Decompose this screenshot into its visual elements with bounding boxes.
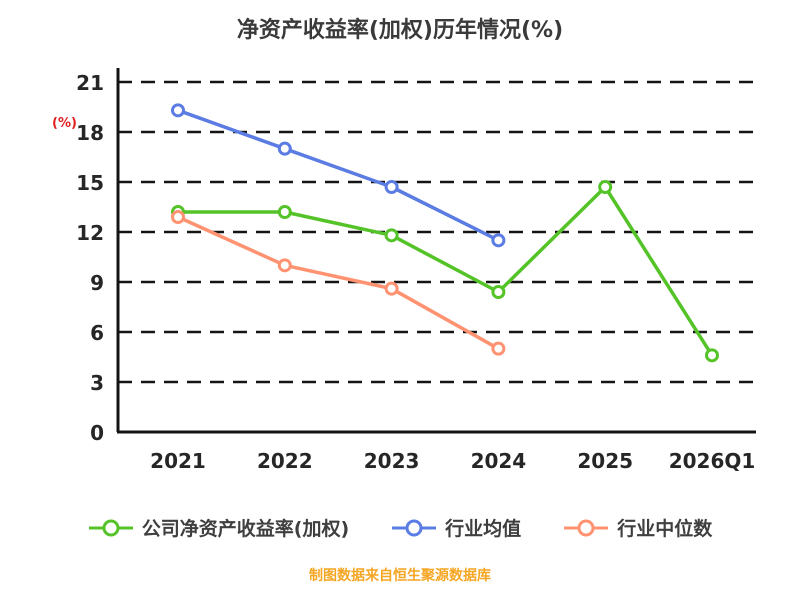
series-line-1: [177, 108, 500, 242]
data-point-marker: [491, 341, 506, 356]
y-axis-unit-label: (%): [52, 116, 77, 131]
legend-item-industry-median[interactable]: 行业中位数: [563, 514, 712, 541]
legend-item-industry-avg[interactable]: 行业均值: [391, 514, 521, 541]
series-line-2: [177, 215, 500, 351]
y-tick-label: 18: [76, 121, 104, 145]
legend-marker-industry-avg-icon: [392, 519, 437, 536]
data-point-marker: [384, 180, 399, 194]
data-point-marker: [277, 205, 292, 219]
data-point-marker: [171, 103, 185, 118]
x-tick-label: 2021: [150, 449, 206, 473]
data-point-marker: [384, 281, 399, 296]
legend: 公司净资产收益率(加权) 行业均值 行业中位数: [0, 514, 800, 541]
x-tick-label: 2023: [364, 449, 420, 473]
y-tick-label: 21: [76, 71, 104, 95]
legend-item-company[interactable]: 公司净资产收益率(加权): [88, 514, 349, 541]
data-point-marker: [277, 141, 292, 156]
data-point-marker: [491, 233, 506, 248]
y-tick-label: 15: [76, 171, 104, 195]
data-point-marker: [598, 180, 613, 194]
chart-plot-area: 0 3 6 9 12 15 18 21 2021 2022 2023 2024 2025 2026Q1: [76, 68, 756, 473]
legend-marker-company-icon: [88, 519, 133, 536]
x-tick-label: 2025: [577, 449, 633, 473]
data-point-marker: [171, 210, 185, 224]
y-tick-label: 6: [90, 321, 104, 345]
chart-title: 净资产收益率(加权)历年情况(%): [236, 18, 564, 43]
data-point-marker: [277, 258, 292, 273]
y-tick-label: 3: [90, 371, 104, 395]
data-source-note: 制图数据来自恒生聚源数据库: [309, 568, 491, 584]
x-tick-label: 2022: [257, 449, 313, 473]
legend-label-company: 公司净资产收益率(加权): [141, 518, 350, 540]
y-tick-label: 0: [90, 421, 104, 445]
x-tick-label: 2026Q1: [669, 449, 756, 473]
data-point-marker: [705, 348, 719, 363]
data-point-marker: [491, 285, 506, 299]
legend-marker-industry-median-icon: [564, 519, 609, 536]
y-tick-label: 9: [90, 271, 104, 295]
series-line-0: [178, 185, 714, 357]
legend-label-industry-avg: 行业均值: [445, 518, 522, 540]
legend-label-industry-median: 行业中位数: [617, 518, 713, 540]
x-tick-label: 2024: [471, 449, 527, 473]
data-point-marker: [384, 228, 399, 243]
y-tick-label: 12: [76, 221, 104, 245]
